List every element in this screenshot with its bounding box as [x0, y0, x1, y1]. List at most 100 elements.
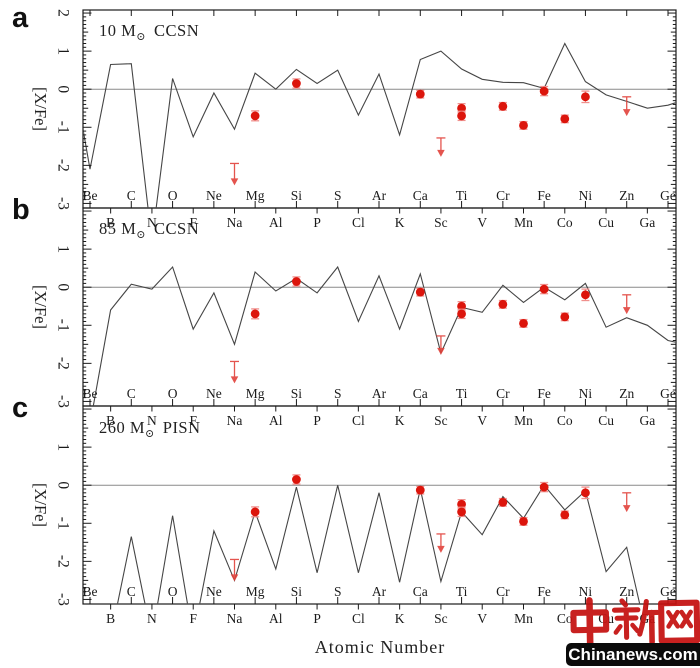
element-label-Fe: Fe [537, 584, 551, 599]
x-axis-label: Atomic Number [314, 637, 446, 657]
element-label-Zn: Zn [619, 386, 634, 401]
y-tick-label: -2 [55, 159, 72, 172]
element-label-N: N [147, 215, 157, 230]
element-label-Ge: Ge [660, 584, 676, 599]
element-label-C: C [127, 386, 136, 401]
data-point-Ca [415, 485, 425, 495]
data-point-Ti [457, 507, 466, 517]
data-point-Ca [415, 89, 425, 99]
element-label-Mn: Mn [514, 215, 533, 230]
upper-limit-Zn [622, 492, 632, 513]
y-axis-label-panel-b: [X/Fe] [31, 285, 50, 329]
data-point-Mn [519, 516, 528, 526]
y-tick-label: 0 [55, 481, 72, 489]
element-label-K: K [395, 215, 405, 230]
element-label-Ti: Ti [456, 386, 468, 401]
upper-limit-Sc [436, 533, 446, 553]
panel-b-title-mass: 85 M [99, 219, 137, 238]
element-label-Na: Na [227, 611, 243, 626]
element-label-Ca: Ca [413, 584, 428, 599]
element-label-Cr: Cr [496, 386, 510, 401]
upper-limit-Na [230, 558, 240, 582]
element-label-Ti: Ti [456, 584, 468, 599]
element-label-P: P [313, 413, 321, 428]
data-point-Ti [457, 103, 466, 113]
data-point-Si [292, 277, 301, 286]
element-label-K: K [395, 611, 405, 626]
upper-limit-Zn [622, 294, 632, 315]
element-label-Ar: Ar [372, 386, 387, 401]
element-label-Mn: Mn [514, 611, 533, 626]
panel-b: 1 0 -1 -2 -3 Be C O Ne Mg Si S Ar Ca Ti Cr Fe Ni Zn Ge B N F Na… [55, 207, 677, 428]
data-point-Fe [539, 482, 549, 492]
data-point-Fe [539, 284, 549, 294]
data-point-Ti [457, 309, 466, 319]
data-point-Ni [581, 290, 590, 300]
y-tick-label: -3 [55, 395, 72, 408]
upper-limit-Sc [436, 335, 446, 355]
element-label-Mn: Mn [514, 413, 533, 428]
element-label-F: F [189, 413, 197, 428]
panel-c-letter: c [12, 392, 29, 424]
data-point-Mn [519, 318, 528, 328]
data-point-Cr [498, 101, 508, 111]
element-label-Si: Si [291, 188, 303, 203]
element-label-Cr: Cr [496, 584, 510, 599]
data-point-Mg [250, 111, 260, 121]
element-label-Mg: Mg [246, 188, 265, 203]
element-label-V: V [477, 413, 487, 428]
y-tick-label: 0 [55, 85, 72, 93]
element-label-Cl: Cl [352, 413, 365, 428]
element-label-Ne: Ne [206, 386, 222, 401]
element-label-Fe: Fe [537, 386, 551, 401]
data-point-Cr [498, 299, 508, 309]
element-label-Cl: Cl [352, 611, 365, 626]
element-label-Mg: Mg [246, 584, 265, 599]
panel-a-title: 10 M⊙ CCSN [99, 21, 199, 43]
element-label-Be: Be [83, 188, 98, 203]
element-label-B: B [106, 215, 115, 230]
element-label-Sc: Sc [434, 215, 448, 230]
element-label-O: O [168, 584, 178, 599]
element-label-Na: Na [227, 215, 243, 230]
panel-b-title: 85 M⊙ CCSN [99, 219, 199, 241]
element-label-Ne: Ne [206, 584, 222, 599]
element-label-Si: Si [291, 386, 303, 401]
upper-limit-Na [230, 162, 240, 186]
y-tick-label: 0 [55, 283, 72, 291]
data-point-Mg [250, 309, 260, 319]
data-point-Ti [457, 301, 466, 311]
upper-limit-Na [230, 360, 240, 384]
sun-symbol: ⊙ [136, 228, 147, 241]
sun-symbol: ⊙ [136, 30, 147, 43]
element-label-O: O [168, 188, 178, 203]
element-label-Ge: Ge [660, 188, 676, 203]
element-label-Ni: Ni [579, 584, 593, 599]
element-label-N: N [147, 413, 157, 428]
element-label-C: C [127, 188, 136, 203]
element-label-Zn: Zn [619, 584, 634, 599]
panel-c-title-mass: 260 M [99, 418, 146, 437]
data-point-Fe [539, 86, 549, 96]
y-axis-label-panel-a: [X/Fe] [31, 87, 50, 131]
element-label-S: S [334, 386, 342, 401]
data-point-Si [292, 79, 301, 88]
element-label-Cl: Cl [352, 215, 365, 230]
data-point-Co [560, 312, 570, 322]
panel-a-title-mass: 10 M [99, 21, 137, 40]
y-tick-label: -2 [55, 357, 72, 370]
element-label-Zn: Zn [619, 188, 634, 203]
data-point-Mn [519, 120, 528, 130]
panel-c-title-type: PISN [162, 418, 201, 437]
panel-a: 2 1 0 -1 -2 -3 Be C O Ne Mg Si S Ar Ca Ti Cr Fe Ni Zn Ge B N F N… [55, 9, 677, 230]
element-label-N: N [147, 611, 157, 626]
data-point-Ca [415, 287, 425, 297]
panel-c: 1 0 -1 -2 -3 Be C O Ne Mg Si S Ar Ca Ti Cr Fe Ni Zn Ge B N F Na… [55, 405, 677, 626]
y-tick-label: 1 [55, 443, 72, 451]
element-label-Cu: Cu [598, 413, 614, 428]
upper-limit-Sc [436, 137, 446, 157]
element-label-Ca: Ca [413, 188, 428, 203]
y-tick-label: -2 [55, 555, 72, 568]
element-label-S: S [334, 584, 342, 599]
